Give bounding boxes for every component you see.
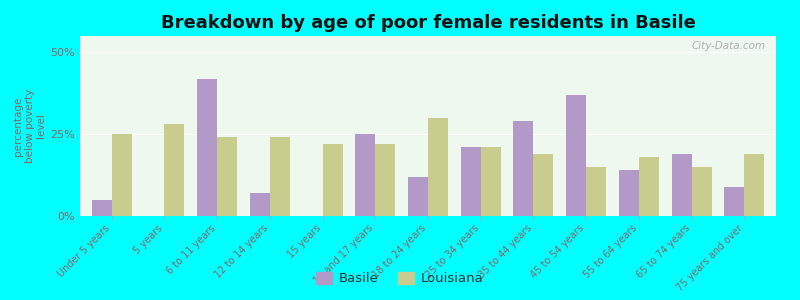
Bar — [514, 121, 534, 216]
Bar — [481, 147, 501, 216]
Bar — [744, 154, 765, 216]
Bar — [375, 144, 395, 216]
Bar — [408, 177, 428, 216]
Bar — [164, 124, 184, 216]
Bar — [197, 79, 217, 216]
Bar — [619, 170, 639, 216]
Bar — [270, 137, 290, 216]
Bar — [461, 147, 481, 216]
Bar — [724, 187, 744, 216]
Title: Breakdown by age of poor female residents in Basile: Breakdown by age of poor female resident… — [161, 14, 695, 32]
Bar — [639, 157, 659, 216]
Y-axis label: percentage
below poverty
level: percentage below poverty level — [13, 89, 46, 163]
Bar — [428, 118, 448, 216]
Bar — [112, 134, 132, 216]
Bar — [534, 154, 554, 216]
Bar — [92, 200, 112, 216]
Bar — [355, 134, 375, 216]
Text: City-Data.com: City-Data.com — [691, 41, 766, 51]
Bar — [322, 144, 342, 216]
Bar — [586, 167, 606, 216]
Bar — [692, 167, 712, 216]
Bar — [217, 137, 237, 216]
Bar — [566, 95, 586, 216]
Bar — [672, 154, 692, 216]
Legend: Basile, Louisiana: Basile, Louisiana — [311, 266, 489, 290]
Bar — [250, 193, 270, 216]
